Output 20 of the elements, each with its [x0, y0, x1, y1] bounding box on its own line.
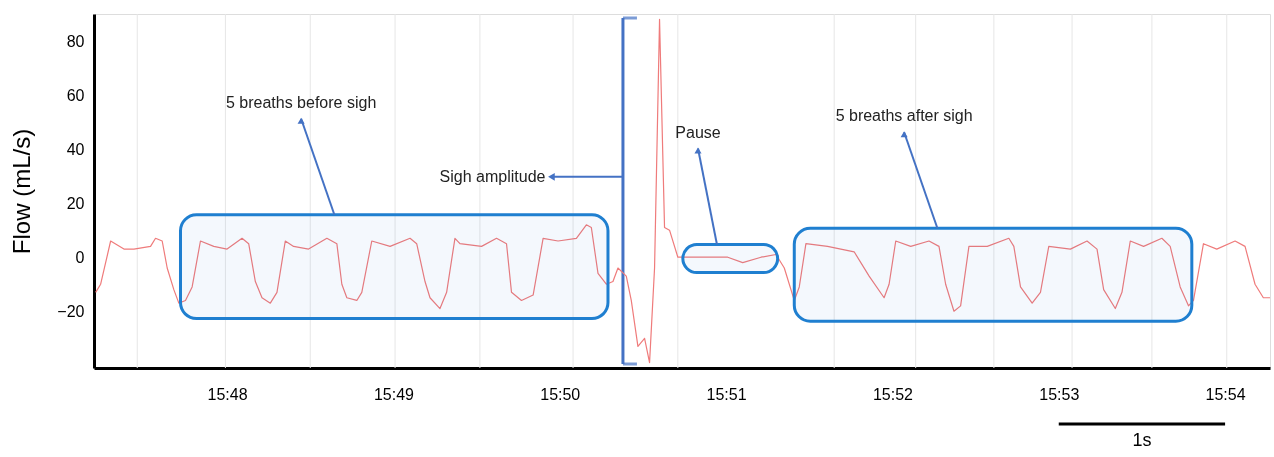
y-tick-label: −20: [57, 302, 85, 320]
y-tick-label: 40: [66, 140, 85, 158]
ref-line-label: Sigh amplitude: [439, 167, 546, 185]
x-tick-label: 15:51: [706, 385, 747, 403]
x-tick-label: 15:50: [540, 385, 581, 403]
band-label: 5 breaths after sigh: [835, 107, 973, 125]
band-label: 5 breaths before sigh: [225, 93, 377, 111]
y-tick-label: 60: [66, 86, 85, 104]
x-tick-label: 15:53: [1039, 385, 1080, 403]
text: 1s: [1132, 430, 1152, 450]
band-label: Pause: [675, 123, 721, 141]
x-tick-label: 15:54: [1205, 385, 1246, 403]
x-tick-label: 15:52: [872, 385, 914, 403]
y-axis-title: Flow (mL/s): [8, 128, 36, 255]
line-series: [95, 18, 1271, 364]
x-tick-label: 15:48: [207, 385, 248, 403]
y-tick-label: 80: [66, 32, 85, 50]
y-tick-label: 0: [75, 248, 85, 266]
x-tick-label: 15:49: [373, 385, 415, 403]
y-tick-label: 20: [66, 194, 85, 212]
